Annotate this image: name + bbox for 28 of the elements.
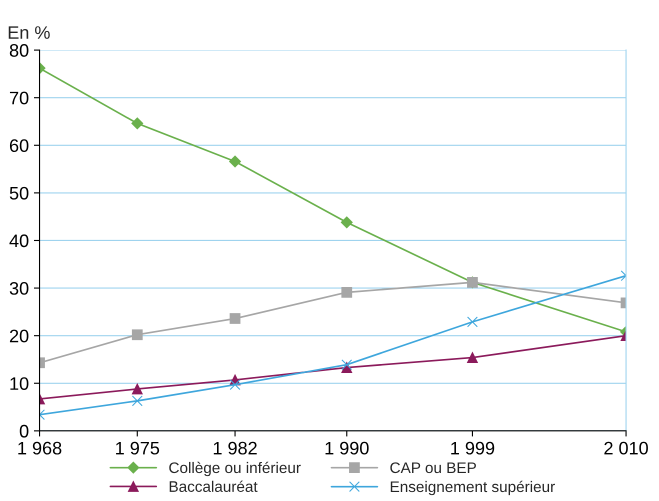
point (229, 156, 241, 168)
x-tick-label: 1 982 (214, 442, 257, 455)
legend-label: Baccalauréat (170, 480, 258, 492)
y-axis-title: En % (8, 26, 50, 39)
x-tick-label: 1 999 (451, 442, 494, 455)
point (341, 359, 352, 370)
point (340, 216, 353, 228)
x-tick-label: 1 975 (116, 442, 160, 455)
point (467, 316, 478, 328)
point (230, 313, 240, 324)
legend-label: Enseignement supérieur (390, 480, 555, 496)
point (467, 352, 478, 363)
y-tick-label: 70 (10, 92, 28, 104)
y-tick-label: 0 (20, 424, 28, 438)
point (230, 379, 240, 390)
y-tick-label: 50 (10, 186, 28, 200)
x-tick-label: 1 990 (326, 442, 369, 455)
point (341, 286, 352, 298)
legend-label: Collège ou inférieur (169, 462, 301, 476)
x-tick-label: 2 010 (604, 442, 648, 455)
x-tick-label: 1 968 (18, 442, 62, 455)
y-tick-label: 20 (10, 330, 28, 342)
legend-label: CAP ou BEP (390, 462, 476, 474)
y-tick-label: 10 (10, 377, 28, 390)
y-tick-label: 80 (10, 44, 28, 57)
y-tick-label: 30 (10, 282, 28, 295)
y-tick-label: 40 (9, 234, 28, 248)
y-tick-label: 60 (10, 139, 28, 152)
